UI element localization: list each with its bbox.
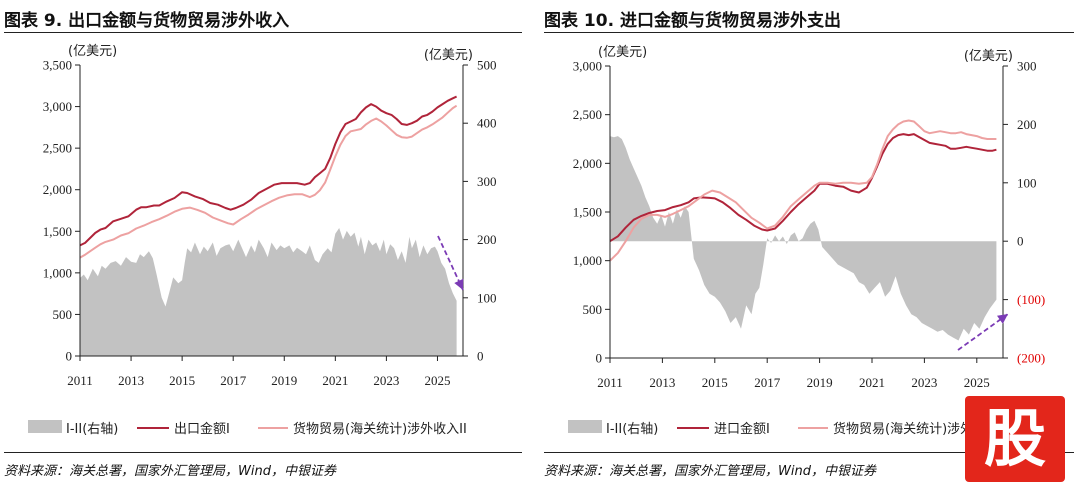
- x-tick-label: 2017: [754, 375, 781, 390]
- x-tick-label: 2015: [702, 375, 728, 390]
- legend-label: 出口金额I: [174, 421, 230, 437]
- left-tick-label: 2,000: [43, 182, 72, 197]
- chart-title: 图表 9. 出口金额与货物贸易涉外收入: [4, 11, 290, 31]
- chart-title: 图表 10. 进口金额与货物贸易涉外支出: [544, 11, 841, 31]
- left-tick-label: 500: [53, 307, 73, 322]
- chart-panel-import: 图表 10. 进口金额与货物贸易涉外支出 0 500 1,000 1,500 2,000…: [540, 0, 1080, 491]
- series-line-2: [79, 104, 458, 259]
- x-tick-label: 2019: [807, 375, 833, 390]
- legend-label: 货物贸易(海关统计)涉外收入II: [293, 421, 467, 437]
- right-tick-label: 300: [1017, 59, 1037, 74]
- right-unit-label: (亿美元): [424, 48, 473, 63]
- right-tick-label: 200: [477, 232, 497, 247]
- legend-swatch-area: [28, 420, 62, 433]
- left-tick-label: 0: [596, 351, 603, 366]
- left-tick-label: 2,000: [573, 156, 602, 171]
- left-unit-label: (亿美元): [68, 44, 117, 59]
- left-tick-label: 2,500: [43, 141, 72, 156]
- series-line-1: [79, 95, 458, 247]
- x-tick-label: 2025: [424, 373, 450, 388]
- x-tick-label: 2023: [911, 375, 937, 390]
- trend-arrow-head: [997, 314, 1008, 324]
- chart-source: 资料来源：海关总署，国家外汇管理局，Wind，中银证券: [4, 464, 336, 479]
- series-line-2: [609, 119, 997, 262]
- chart-source: 资料来源：海关总署，国家外汇管理局，Wind，中银证券: [544, 464, 876, 479]
- series-area-0: [610, 136, 997, 341]
- trend-arrow-head: [454, 278, 464, 290]
- right-tick-label: (100): [1017, 292, 1045, 307]
- left-tick-label: 1,000: [43, 265, 72, 280]
- x-tick-label: 2013: [649, 375, 675, 390]
- right-tick-label: 300: [477, 174, 497, 189]
- watermark-logo: 股: [965, 396, 1065, 482]
- title-divider: [4, 32, 522, 33]
- x-tick-label: 2017: [220, 373, 247, 388]
- left-unit-label: (亿美元): [598, 45, 647, 60]
- right-tick-label: 0: [1017, 234, 1024, 249]
- left-tick-label: 3,500: [43, 58, 72, 73]
- right-tick-label: 400: [477, 116, 497, 131]
- source-divider: [4, 452, 522, 453]
- x-tick-label: 2013: [118, 373, 144, 388]
- left-tick-label: 0: [66, 349, 73, 364]
- series-line-1: [609, 133, 997, 243]
- legend-swatch-area: [568, 420, 602, 433]
- right-tick-label: 500: [477, 58, 497, 73]
- left-tick-label: 3,000: [573, 59, 602, 74]
- x-tick-label: 2023: [373, 373, 399, 388]
- x-tick-label: 2015: [169, 373, 195, 388]
- title-divider: [544, 32, 1074, 33]
- x-tick-label: 2025: [964, 375, 990, 390]
- x-tick-label: 2021: [322, 373, 348, 388]
- chart-export-svg: 0 500 1,000 1,500 2,000 2,500 3,000 3,500 0 100 20…: [28, 44, 497, 437]
- legend-label: 进口金额I: [714, 421, 770, 437]
- right-tick-label: 100: [477, 290, 497, 305]
- x-tick-label: 2011: [67, 373, 93, 388]
- legend-label: I-II(右轴): [66, 422, 118, 437]
- series-area-0: [80, 228, 457, 356]
- legend-label: I-II(右轴): [606, 422, 658, 437]
- left-tick-label: 2,500: [573, 107, 602, 122]
- right-tick-label: 200: [1017, 117, 1037, 132]
- right-tick-label: 100: [1017, 175, 1037, 190]
- right-tick-label: 0: [477, 349, 484, 364]
- left-tick-label: 1,500: [573, 205, 602, 220]
- right-tick-label: (200): [1017, 351, 1045, 366]
- left-tick-label: 500: [583, 302, 603, 317]
- left-tick-label: 3,000: [43, 99, 72, 114]
- x-tick-label: 2019: [271, 373, 297, 388]
- trend-arrow-line: [957, 313, 1009, 351]
- left-tick-label: 1,500: [43, 224, 72, 239]
- left-tick-label: 1,000: [573, 253, 602, 268]
- x-tick-label: 2011: [597, 375, 623, 390]
- x-tick-label: 2021: [859, 375, 885, 390]
- right-unit-label: (亿美元): [964, 49, 1013, 64]
- chart-import-svg: 0 500 1,000 1,500 2,000 2,500 3,000 (200) (100) 0…: [568, 45, 1045, 437]
- legend-label: 货物贸易(海关统计)涉外支出II: [833, 421, 1007, 437]
- source-divider: [544, 452, 1074, 453]
- chart-panel-export: 图表 9. 出口金额与货物贸易涉外收入 0 500 1,000 1,500 2,000 2…: [0, 0, 530, 491]
